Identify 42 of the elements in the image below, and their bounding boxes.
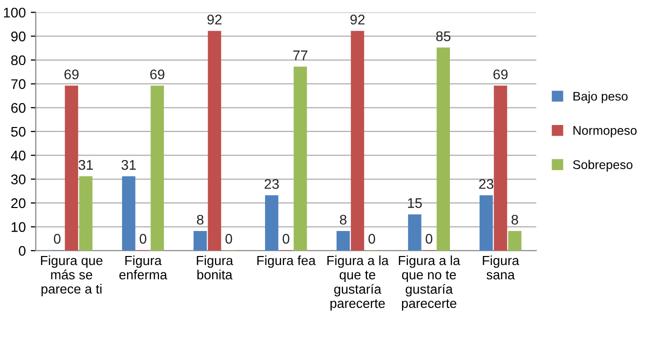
data-label: 92 bbox=[350, 14, 365, 25]
data-label: 31 bbox=[122, 160, 136, 170]
x-tick-label: Figura fea bbox=[257, 255, 316, 268]
legend-label: Normopeso bbox=[574, 126, 637, 138]
data-label: 69 bbox=[64, 69, 79, 80]
x-tick-label: Figura a la que no te gustaría parecerte bbox=[398, 255, 460, 311]
data-label: 0 bbox=[225, 234, 232, 244]
legend-label: Bajo peso bbox=[574, 91, 628, 104]
y-tick-label: 100 bbox=[4, 8, 26, 18]
data-label: 8 bbox=[512, 214, 518, 225]
data-label: 0 bbox=[140, 234, 146, 244]
legend-label: Sobrepeso bbox=[573, 160, 632, 172]
y-tick-label: 80 bbox=[11, 55, 26, 66]
data-label: 0 bbox=[426, 234, 432, 244]
y-tick-label: 90 bbox=[11, 32, 26, 42]
y-tick-label: 10 bbox=[12, 222, 26, 232]
y-tick-label: 50 bbox=[11, 126, 26, 137]
data-label: 23 bbox=[264, 179, 279, 189]
data-label: 85 bbox=[436, 31, 450, 42]
data-label: 31 bbox=[78, 160, 93, 170]
x-tick-label: Figura sana bbox=[482, 255, 520, 280]
data-label: 0 bbox=[282, 234, 290, 244]
y-tick-label: 30 bbox=[11, 174, 26, 184]
data-label: 92 bbox=[207, 14, 222, 25]
x-tick-label: Figura a la que te gustaría parecerte bbox=[327, 255, 389, 311]
y-tick-label: 40 bbox=[10, 150, 26, 160]
x-tick-label: Figura que más se parece a ti bbox=[41, 255, 102, 296]
data-label: 0 bbox=[368, 234, 376, 244]
y-tick-label: 60 bbox=[11, 103, 26, 113]
data-label: 8 bbox=[196, 214, 204, 225]
data-label: 15 bbox=[408, 198, 422, 208]
x-tick-label: Figura enferma bbox=[119, 255, 168, 280]
data-label: 77 bbox=[293, 50, 308, 60]
x-tick-label: Figura bonita bbox=[196, 255, 234, 280]
data-label: 69 bbox=[493, 69, 508, 80]
y-tick-label: 70 bbox=[11, 79, 26, 90]
data-label: 69 bbox=[150, 69, 164, 80]
data-label: 8 bbox=[340, 214, 346, 225]
y-tick-label: 0 bbox=[18, 246, 26, 256]
data-label: 23 bbox=[479, 179, 494, 189]
y-tick-label: 20 bbox=[11, 198, 26, 208]
data-label: 0 bbox=[54, 234, 61, 244]
